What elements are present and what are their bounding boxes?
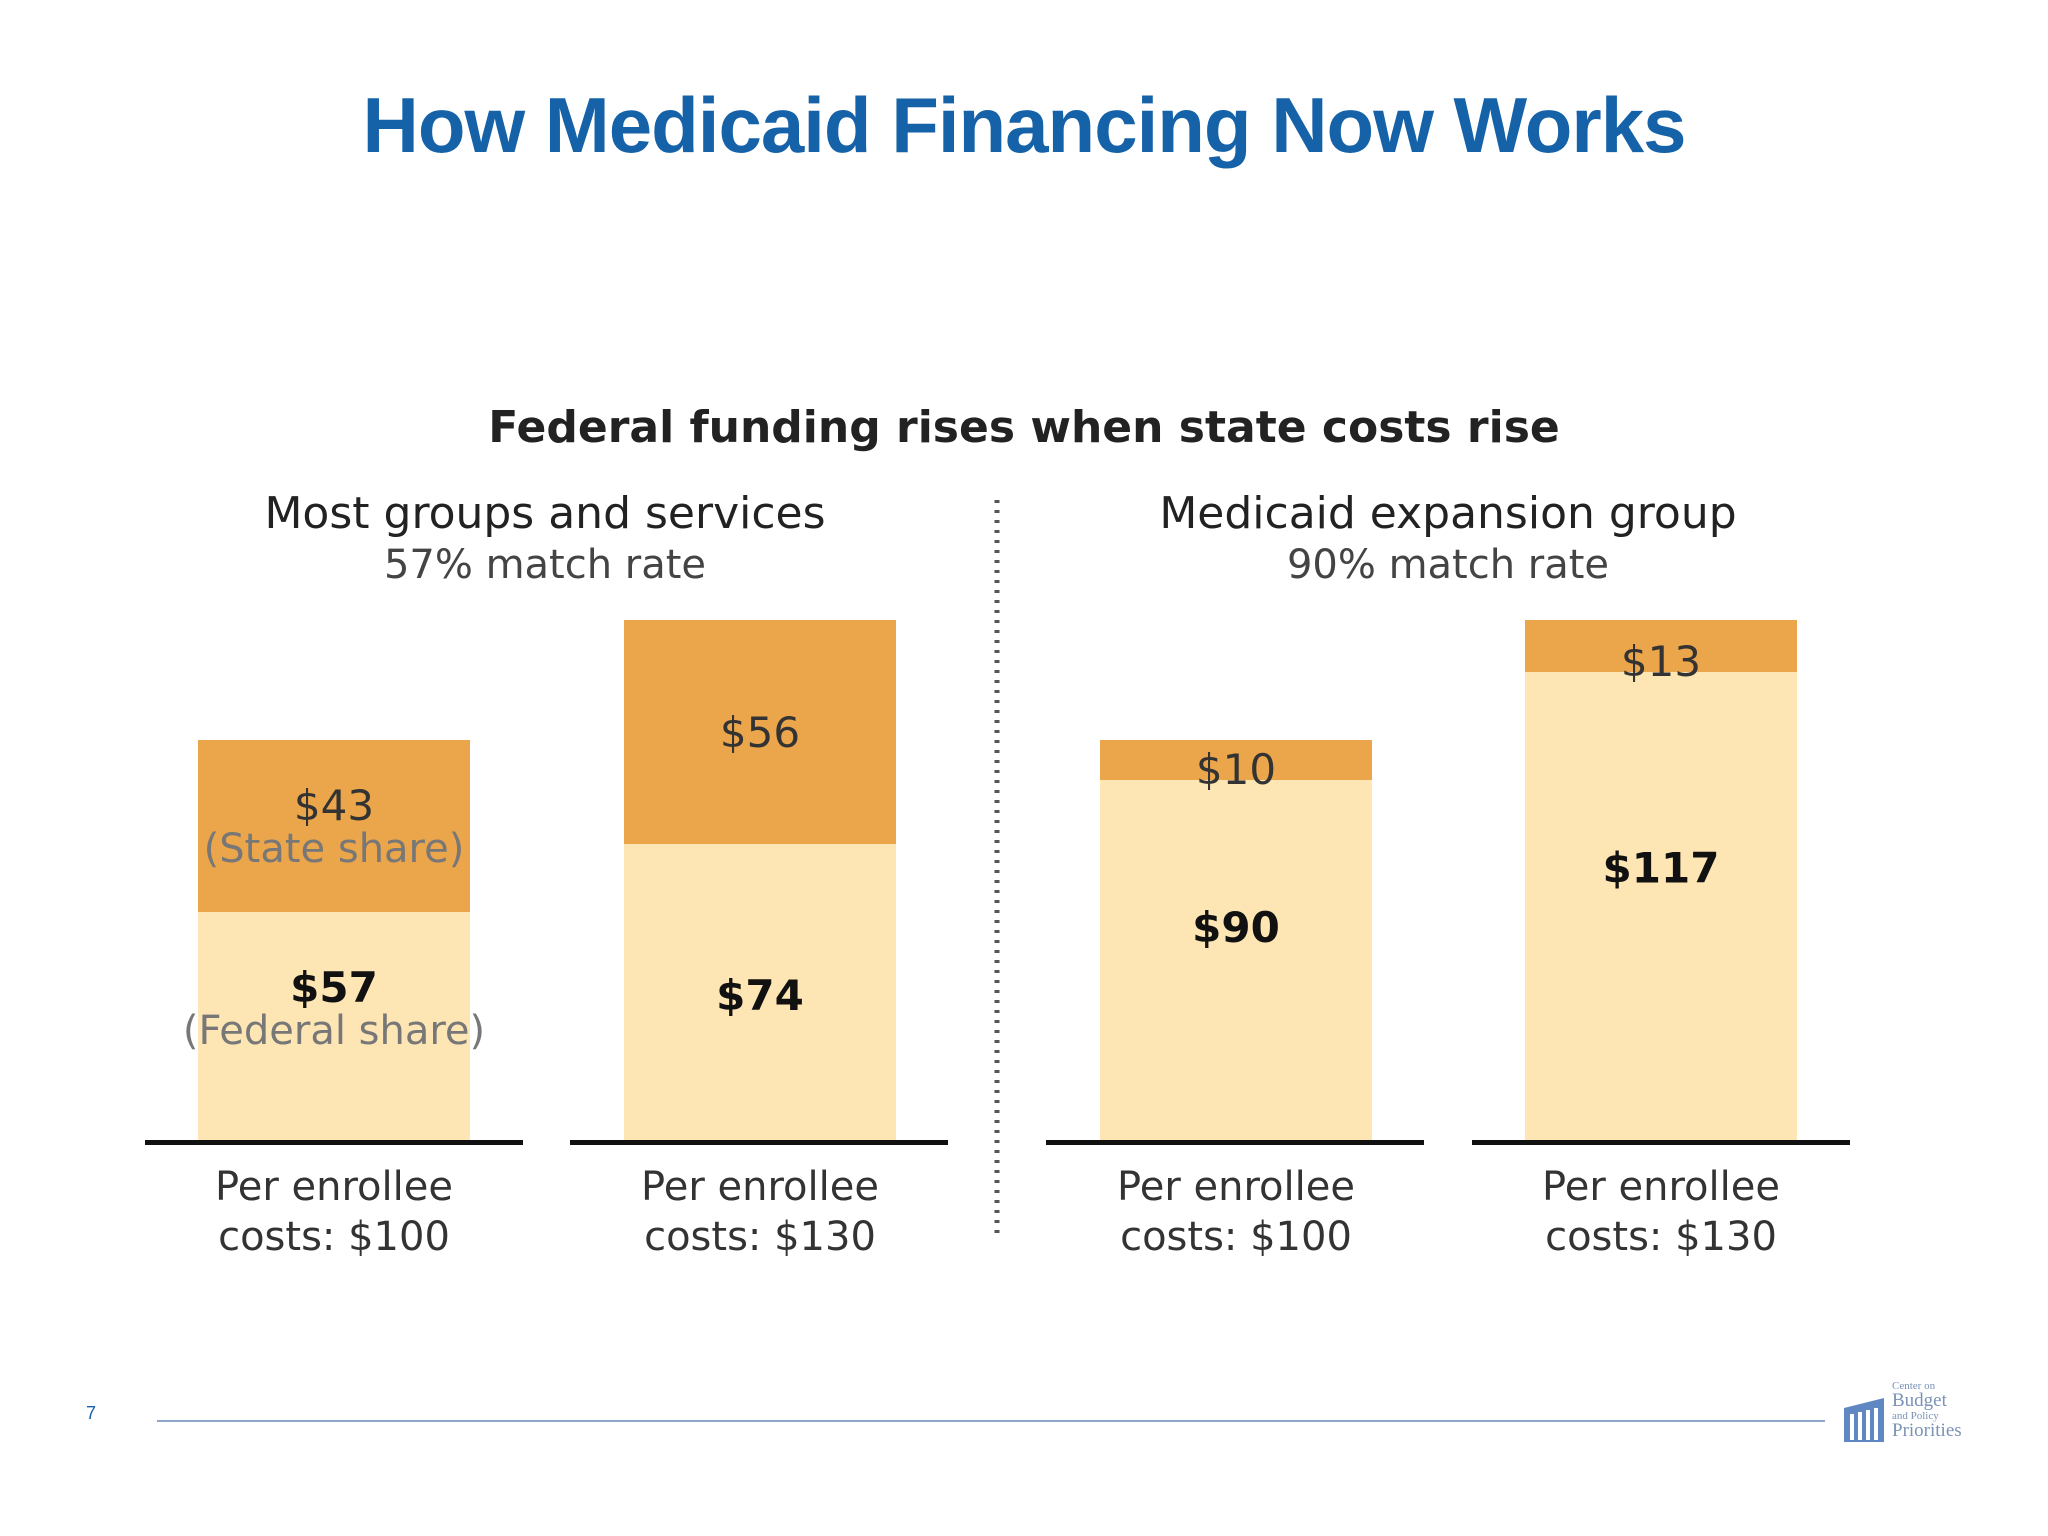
federal-share-label: $57 xyxy=(290,963,378,1012)
category-label: Per enrollee xyxy=(1542,1164,1780,1210)
state-share-label: $43 xyxy=(294,781,374,830)
cbpp-logo: Center on Budget and Policy Priorities xyxy=(1840,1380,1990,1460)
bar-segment-federal xyxy=(1525,672,1797,1140)
federal-share-label: $74 xyxy=(716,971,804,1020)
category-label: costs: $130 xyxy=(1545,1214,1777,1260)
bar-segment-federal xyxy=(198,912,470,1140)
state-share-note: (State share) xyxy=(204,826,465,872)
bar-segment-federal xyxy=(1100,780,1372,1140)
federal-share-label: $90 xyxy=(1192,903,1280,952)
page-number: 7 xyxy=(86,1403,97,1423)
category-label: costs: $100 xyxy=(218,1214,450,1260)
bar-baseline xyxy=(1046,1140,1424,1145)
federal-share-note: (Federal share) xyxy=(183,1008,485,1054)
bar-baseline xyxy=(570,1140,948,1145)
state-share-label: $13 xyxy=(1621,637,1701,686)
logo-wordmark: Center on Budget and Policy Priorities xyxy=(1892,1380,1962,1441)
group-match-rate: 57% match rate xyxy=(383,542,707,588)
group-match-rate: 90% match rate xyxy=(1286,542,1610,588)
building-columns-icon xyxy=(1844,1398,1884,1442)
state-share-label: $56 xyxy=(720,708,800,757)
category-label: Per enrollee xyxy=(641,1164,879,1210)
bar-baseline xyxy=(145,1140,523,1145)
federal-share-label: $117 xyxy=(1603,844,1720,893)
bar-baseline xyxy=(1472,1140,1850,1145)
bar-segment-federal xyxy=(624,844,896,1140)
bar-segment-state xyxy=(198,740,470,912)
bar-segment-state xyxy=(1525,620,1797,672)
category-label: Per enrollee xyxy=(1117,1164,1355,1210)
bar-segment-state xyxy=(1100,740,1372,780)
state-share-label: $10 xyxy=(1196,745,1276,794)
group-header-most-groups: Most groups and services 57% match rate xyxy=(245,488,845,590)
chart-title: Federal funding rises when state costs r… xyxy=(488,402,1560,453)
group-name: Most groups and services xyxy=(264,488,826,539)
bar-segment-state xyxy=(624,620,896,844)
group-header-expansion: Medicaid expansion group 90% match rate xyxy=(1148,488,1748,590)
slide-title: How Medicaid Financing Now Works xyxy=(362,81,1686,169)
category-label: Per enrollee xyxy=(215,1164,453,1210)
category-label: costs: $130 xyxy=(644,1214,876,1260)
category-label: costs: $100 xyxy=(1120,1214,1352,1260)
group-name: Medicaid expansion group xyxy=(1159,488,1737,539)
footer-divider xyxy=(157,1420,1825,1422)
